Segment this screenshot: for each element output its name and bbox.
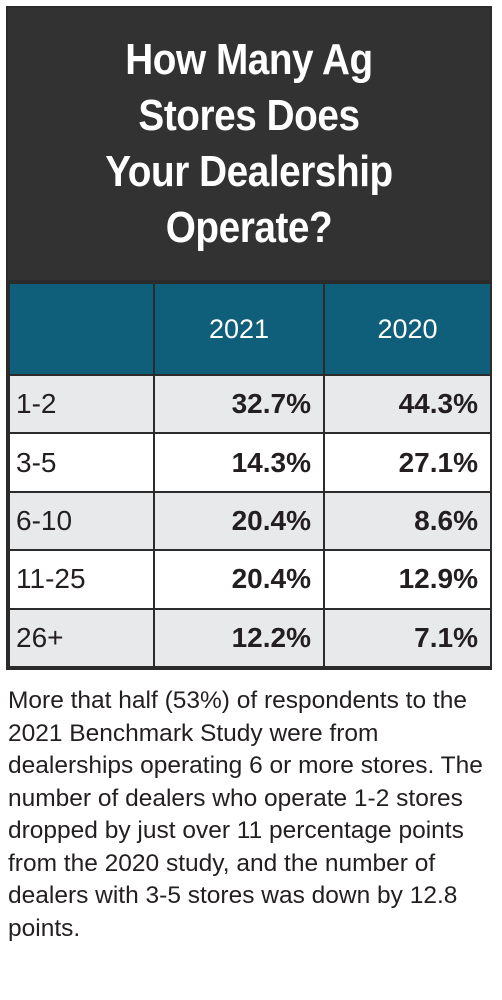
title-panel: How Many Ag Stores Does Your Dealership … [8, 8, 490, 282]
data-table: 2021 2020 1-2 32.7% 44.3% 3-5 14.3% 27.1… [8, 282, 492, 669]
chart-frame: How Many Ag Stores Does Your Dealership … [6, 6, 492, 670]
value-2021: 32.7% [153, 373, 325, 435]
caption-text: More that half (53%) of respondents to t… [8, 687, 483, 942]
header-cell-empty [8, 282, 155, 376]
header-cell-2020: 2020 [323, 282, 492, 376]
table-row: 3-5 14.3% 27.1% [8, 432, 492, 493]
row-label: 26+ [8, 607, 155, 669]
chart-title: How Many Ag Stores Does Your Dealership … [105, 35, 393, 252]
row-label: 6-10 [8, 490, 155, 552]
value-2021: 20.4% [153, 490, 325, 552]
row-label: 1-2 [8, 373, 155, 435]
value-2021: 14.3% [153, 432, 325, 493]
value-2021: 12.2% [153, 607, 325, 669]
value-2020: 8.6% [323, 490, 492, 552]
table-row: 6-10 20.4% 8.6% [8, 490, 492, 552]
table-row: 26+ 12.2% 7.1% [8, 607, 492, 669]
value-2020: 27.1% [323, 432, 492, 493]
header-row: 2021 2020 [8, 282, 492, 376]
value-2020: 44.3% [323, 373, 492, 435]
value-2020: 12.9% [323, 549, 492, 610]
row-label: 3-5 [8, 432, 155, 493]
table-row: 1-2 32.7% 44.3% [8, 373, 492, 435]
header-cell-2021: 2021 [153, 282, 325, 376]
table-row: 11-25 20.4% 12.9% [8, 549, 492, 610]
row-label: 11-25 [8, 549, 155, 610]
value-2020: 7.1% [323, 607, 492, 669]
value-2021: 20.4% [153, 549, 325, 610]
